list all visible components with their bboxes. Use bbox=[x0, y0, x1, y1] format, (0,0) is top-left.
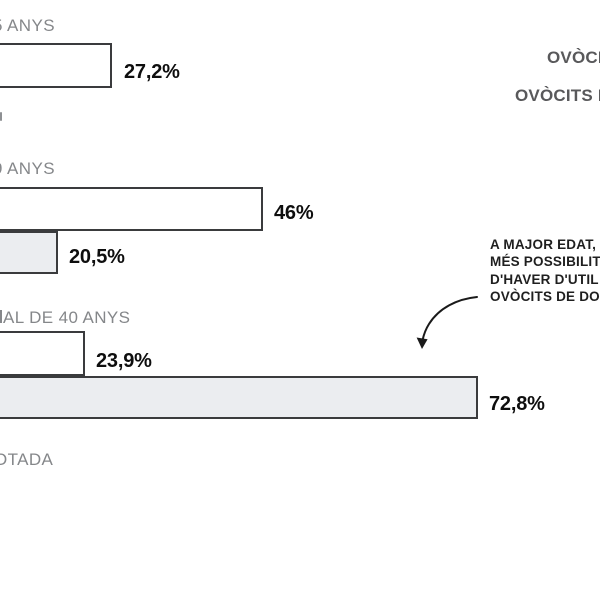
curved-arrow-icon bbox=[416, 296, 478, 349]
value-label-20-5: 20,5% bbox=[69, 246, 125, 268]
annotation-line-1: A MAJOR EDAT, bbox=[490, 237, 597, 252]
legend-item-white-series: OVÒCIT bbox=[547, 48, 600, 67]
annotation-line-3: D'HAVER D'UTIL bbox=[490, 271, 599, 287]
bar-group1-white bbox=[0, 43, 112, 88]
footer-label-fragment: OTADA bbox=[0, 450, 54, 469]
clipped-glyph-fragment bbox=[0, 112, 2, 121]
group-label-35-39: 9 ANYS bbox=[0, 159, 55, 178]
clipped-letter-fragment bbox=[0, 310, 2, 323]
annotation-line-2: MÉS POSSIBILIT bbox=[490, 254, 600, 270]
bar-group2-gray bbox=[0, 231, 58, 274]
group-label-over-40: AL DE 40 ANYS bbox=[3, 308, 131, 327]
value-label-72-8: 72,8% bbox=[489, 393, 545, 415]
annotation-line-4: OVÒCITS DE DON bbox=[490, 288, 600, 304]
value-label-27-2: 27,2% bbox=[124, 61, 180, 83]
value-label-46: 46% bbox=[274, 202, 314, 224]
group-label-under-35: 5 ANYS bbox=[0, 16, 55, 35]
value-label-23-9: 23,9% bbox=[96, 350, 152, 372]
legend-item-gray-series: OVÒCITS DE bbox=[515, 86, 600, 105]
bar-group3-white bbox=[0, 331, 85, 376]
annotation-text: A MAJOR EDAT, MÉS POSSIBILIT D'HAVER D'U… bbox=[490, 236, 600, 305]
bar-group3-gray bbox=[0, 376, 478, 419]
bar-group2-white bbox=[0, 187, 263, 231]
